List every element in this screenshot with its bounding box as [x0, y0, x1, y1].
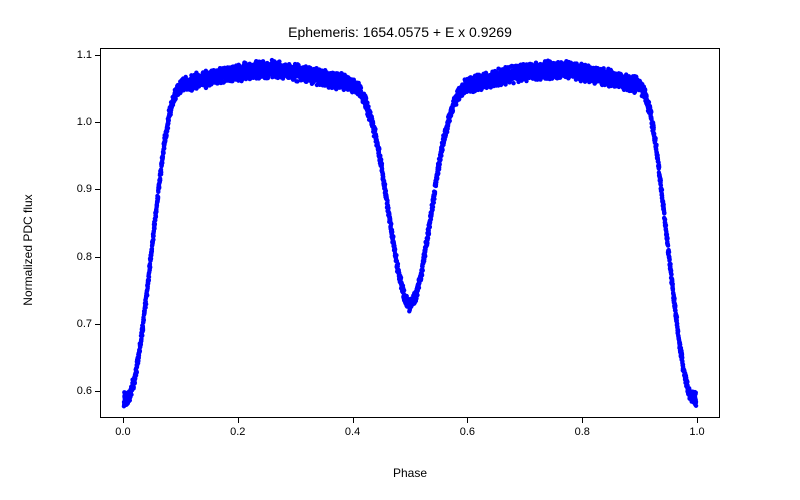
chart-title: Ephemeris: 1654.0575 + E x 0.9269 [0, 24, 800, 40]
y-tick-label: 0.9 [56, 183, 92, 195]
x-tick-mark [238, 418, 239, 423]
plot-area [100, 48, 720, 418]
y-tick-mark [95, 324, 100, 325]
x-axis-label: Phase [100, 466, 720, 480]
x-tick-label: 0.0 [115, 426, 130, 438]
x-tick-mark [582, 418, 583, 423]
y-axis-label: Normalized PDC flux [21, 194, 35, 305]
x-tick-mark [123, 418, 124, 423]
scatter-series [101, 49, 719, 417]
x-tick-mark [467, 418, 468, 423]
y-tick-mark [95, 257, 100, 258]
y-tick-mark [95, 391, 100, 392]
y-tick-label: 1.1 [56, 49, 92, 61]
y-tick-mark [95, 55, 100, 56]
x-tick-label: 0.2 [230, 426, 245, 438]
x-tick-mark [353, 418, 354, 423]
y-tick-label: 0.6 [56, 385, 92, 397]
y-tick-label: 1.0 [56, 116, 92, 128]
figure: Ephemeris: 1654.0575 + E x 0.9269 Normal… [0, 0, 800, 500]
x-tick-mark [697, 418, 698, 423]
x-tick-label: 0.4 [345, 426, 360, 438]
y-tick-label: 0.8 [56, 251, 92, 263]
x-tick-label: 0.8 [575, 426, 590, 438]
y-tick-mark [95, 189, 100, 190]
y-tick-label: 0.7 [56, 318, 92, 330]
y-tick-mark [95, 122, 100, 123]
x-tick-label: 1.0 [689, 426, 704, 438]
x-tick-label: 0.6 [460, 426, 475, 438]
